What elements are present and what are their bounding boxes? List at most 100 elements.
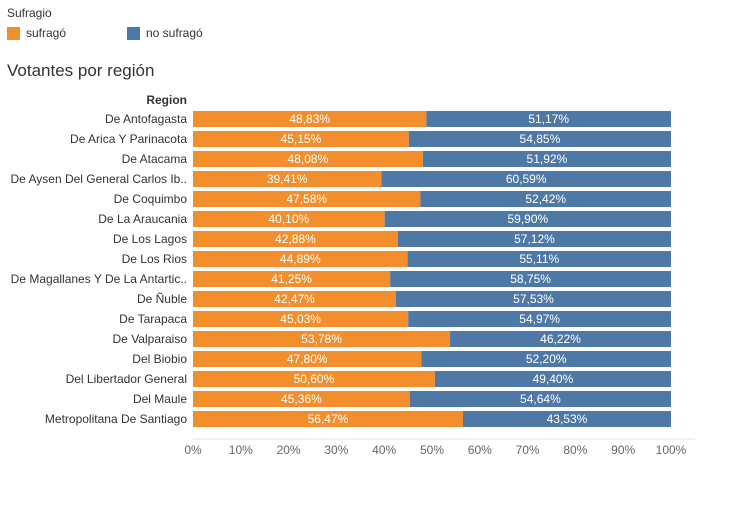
- bar-sufrago: [193, 271, 391, 287]
- x-tick-label: 40%: [372, 443, 396, 457]
- bar-no-sufrago: [396, 291, 671, 307]
- value-label-sufrago: 45,36%: [281, 392, 322, 406]
- legend-item-no-sufrago[interactable]: no sufragó: [127, 25, 203, 41]
- bar-sufrago: [193, 151, 423, 167]
- bar-sufrago: [193, 211, 385, 227]
- value-label-no-sufrago: 57,53%: [513, 292, 554, 306]
- category-label: De Tarapaca: [119, 312, 187, 326]
- category-label: De La Araucania: [98, 212, 187, 226]
- value-label-no-sufrago: 58,75%: [510, 272, 551, 286]
- x-tick-label: 30%: [324, 443, 348, 457]
- bar-no-sufrago: [407, 251, 671, 267]
- bar-sufrago: [193, 171, 382, 187]
- value-label-no-sufrago: 46,22%: [540, 332, 581, 346]
- value-label-no-sufrago: 54,85%: [520, 132, 561, 146]
- value-label-sufrago: 48,08%: [288, 152, 329, 166]
- category-label: De Coquimbo: [114, 192, 188, 206]
- category-label: De Valparaiso: [113, 332, 188, 346]
- bar-sufrago: [193, 311, 409, 327]
- value-label-sufrago: 47,58%: [286, 192, 327, 206]
- value-label-no-sufrago: 59,90%: [507, 212, 548, 226]
- bar-sufrago: [193, 231, 398, 247]
- bar-no-sufrago: [434, 371, 671, 387]
- value-label-sufrago: 42,47%: [274, 292, 315, 306]
- legend-swatch-sufrago: [7, 26, 20, 40]
- value-label-no-sufrago: 54,97%: [519, 312, 560, 326]
- value-label-sufrago: 44,89%: [280, 252, 321, 266]
- value-label-no-sufrago: 55,11%: [519, 252, 559, 266]
- legend-item-sufrago[interactable]: sufragó: [7, 25, 66, 41]
- legend-title: Sufragio: [7, 6, 52, 20]
- value-label-no-sufrago: 54,64%: [520, 392, 561, 406]
- category-label: De Magallanes Y De La Antartic..: [11, 272, 187, 286]
- bar-sufrago: [193, 371, 435, 387]
- bar-no-sufrago: [422, 151, 671, 167]
- value-label-no-sufrago: 51,17%: [528, 112, 569, 126]
- category-label: De Antofagasta: [105, 112, 187, 126]
- bar-sufrago: [193, 111, 427, 127]
- bar-sufrago: [193, 391, 410, 407]
- x-tick-label: 60%: [468, 443, 492, 457]
- category-label: De Atacama: [122, 152, 188, 166]
- bar-no-sufrago: [421, 351, 671, 367]
- bar-no-sufrago: [381, 171, 671, 187]
- x-tick-label: 80%: [563, 443, 587, 457]
- bar-no-sufrago: [426, 111, 671, 127]
- bar-no-sufrago: [420, 191, 671, 207]
- x-tick-label: 90%: [611, 443, 635, 457]
- y-axis-header: Region: [146, 93, 187, 107]
- x-tick-label: 100%: [656, 443, 687, 457]
- value-label-no-sufrago: 52,20%: [526, 352, 567, 366]
- value-label-sufrago: 39,41%: [267, 172, 308, 186]
- x-tick-label: 20%: [277, 443, 301, 457]
- category-label: Del Maule: [133, 392, 187, 406]
- value-label-sufrago: 48,83%: [289, 112, 330, 126]
- value-label-sufrago: 56,47%: [308, 412, 349, 426]
- x-tick-label: 50%: [420, 443, 444, 457]
- value-label-sufrago: 47,80%: [287, 352, 328, 366]
- x-tick-label: 10%: [229, 443, 253, 457]
- value-label-no-sufrago: 43,53%: [547, 412, 588, 426]
- bar-sufrago: [193, 131, 409, 147]
- value-label-sufrago: 40,10%: [268, 212, 309, 226]
- legend-label-sufrago: sufragó: [26, 26, 67, 40]
- value-label-no-sufrago: 51,92%: [527, 152, 568, 166]
- value-label-no-sufrago: 60,59%: [506, 172, 547, 186]
- category-label: De Ñuble: [137, 292, 187, 306]
- value-label-no-sufrago: 52,42%: [525, 192, 566, 206]
- value-label-no-sufrago: 49,40%: [533, 372, 574, 386]
- category-label: De Los Lagos: [113, 232, 187, 246]
- category-label: De Aysen Del General Carlos Ib..: [10, 172, 187, 186]
- category-label: De Los Rios: [122, 252, 187, 266]
- legend-label-no-sufrago: no sufragó: [146, 26, 203, 40]
- bar-sufrago: [193, 351, 422, 367]
- legend-swatch-no-sufrago: [127, 26, 140, 40]
- chart-title: Votantes por región: [7, 61, 155, 80]
- bar-no-sufrago: [408, 311, 671, 327]
- value-label-sufrago: 41,25%: [271, 272, 312, 286]
- category-label: Del Biobio: [132, 352, 187, 366]
- value-label-sufrago: 45,15%: [281, 132, 322, 146]
- value-label-sufrago: 53,78%: [301, 332, 342, 346]
- bar-sufrago: [193, 331, 451, 347]
- value-label-sufrago: 42,88%: [275, 232, 316, 246]
- category-label: De Arica Y Parinacota: [70, 132, 187, 146]
- bar-no-sufrago: [409, 391, 671, 407]
- bar-no-sufrago: [408, 131, 671, 147]
- bar-sufrago: [193, 251, 408, 267]
- bar-no-sufrago: [384, 211, 671, 227]
- bar-sufrago: [193, 191, 421, 207]
- bar-no-sufrago: [397, 231, 671, 247]
- bar-no-sufrago: [450, 331, 671, 347]
- value-label-no-sufrago: 57,12%: [514, 232, 555, 246]
- x-tick-label: 70%: [516, 443, 540, 457]
- category-label: Metropolitana De Santiago: [45, 412, 187, 426]
- bar-no-sufrago: [462, 411, 671, 427]
- bar-no-sufrago: [390, 271, 671, 287]
- value-label-sufrago: 45,03%: [280, 312, 321, 326]
- value-label-sufrago: 50,60%: [294, 372, 335, 386]
- category-label: Del Libertador General: [66, 372, 187, 386]
- bar-sufrago: [193, 411, 463, 427]
- bar-sufrago: [193, 291, 397, 307]
